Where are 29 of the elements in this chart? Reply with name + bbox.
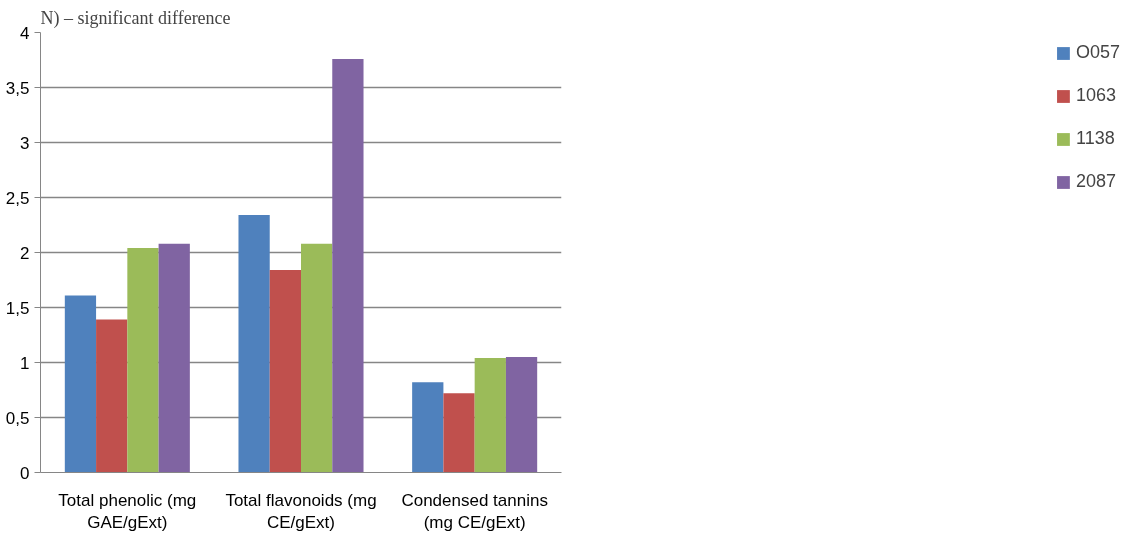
x-tick-label: Total phenolic (mg GAE/gExt) [58, 490, 197, 533]
bar [412, 382, 444, 473]
legend-label: 1138 [1075, 128, 1115, 149]
x-tick-label: Total flavonoids (mg CE/gExt) [225, 490, 377, 533]
bar [332, 58, 364, 473]
bar [96, 319, 128, 473]
legend-label: 1063 [1075, 85, 1116, 106]
bar [64, 295, 97, 473]
y-tick-label: 4 [20, 23, 30, 43]
y-tick-label: 0 [20, 463, 30, 483]
bar [158, 243, 190, 473]
bar [505, 357, 538, 473]
bar [127, 248, 159, 473]
x-tick-label: Condensed tannins (mg CE/gExt) [401, 490, 548, 533]
y-tick-label: 2 [20, 243, 30, 263]
y-tick-label: 1 [20, 353, 30, 373]
legend-label: O057 [1075, 42, 1120, 63]
bar [474, 358, 506, 473]
y-tick-label: 0,5 [5, 408, 30, 428]
y-tick-label: 2,5 [5, 188, 30, 208]
y-tick-label: 1,5 [5, 298, 30, 318]
bar [443, 393, 475, 473]
legend-label: 2087 [1075, 171, 1116, 192]
y-tick-label: 3,5 [5, 78, 30, 98]
bar [269, 270, 301, 473]
bar [238, 215, 270, 473]
text: N) – significant difference [40, 7, 231, 29]
y-tick-label: 3 [20, 133, 30, 153]
bar [301, 243, 333, 473]
